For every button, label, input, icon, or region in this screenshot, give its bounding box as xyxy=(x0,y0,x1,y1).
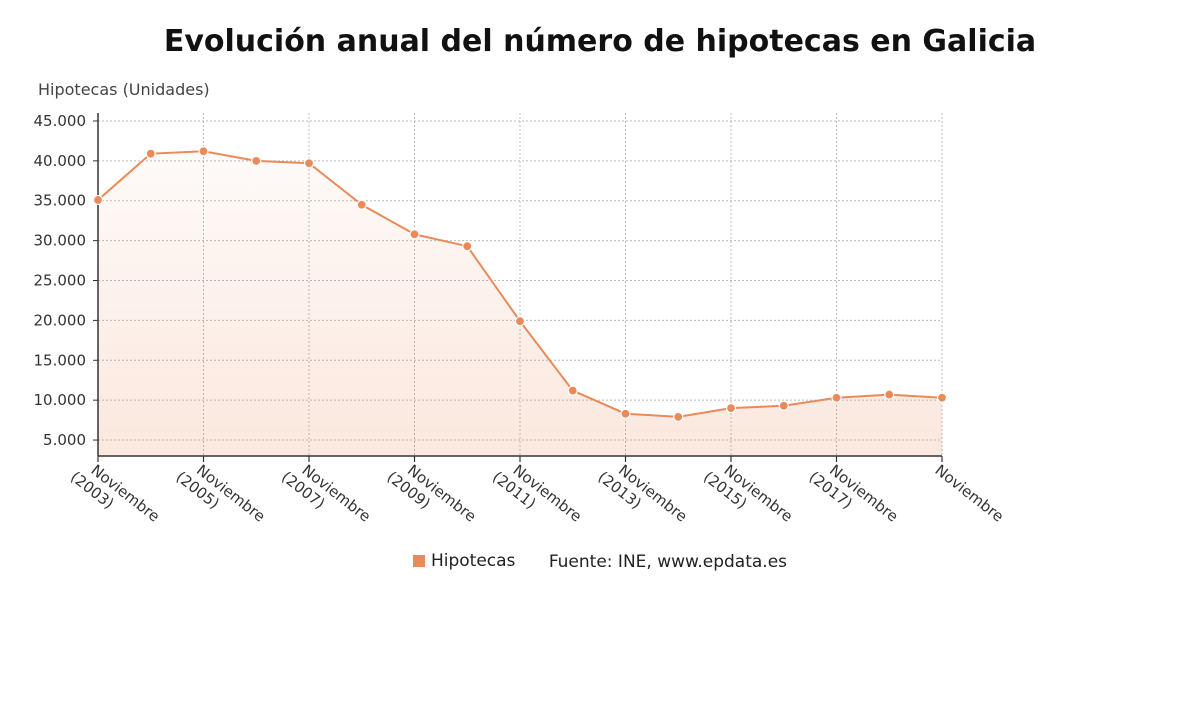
data-point[interactable] xyxy=(251,155,262,166)
data-point[interactable] xyxy=(303,158,315,169)
x-tick-label: Noviembre(2003) xyxy=(67,454,163,540)
y-tick-label: 30.000 xyxy=(34,232,87,250)
y-tick-label: 5.000 xyxy=(43,431,86,449)
data-point[interactable] xyxy=(409,229,420,240)
legend-swatch xyxy=(412,555,425,567)
x-tick-label: Noviembre(2009) xyxy=(383,454,479,540)
data-point[interactable] xyxy=(725,403,737,414)
data-point[interactable] xyxy=(936,392,948,403)
data-point[interactable] xyxy=(514,316,526,327)
x-tick-label: Noviembre(2011) xyxy=(489,454,585,540)
x-tick-label: Noviembre(2017) xyxy=(805,454,901,540)
data-point[interactable] xyxy=(620,408,631,419)
y-tick-label: 40.000 xyxy=(34,152,87,170)
y-tick-label: 35.000 xyxy=(34,192,87,210)
x-tick-label: Noviembre(2015) xyxy=(700,454,796,540)
data-point[interactable] xyxy=(884,389,895,400)
y-tick-label: 15.000 xyxy=(34,351,87,369)
source-text: Fuente: INE, www.epdata.es xyxy=(548,552,788,572)
x-tick-labels: Noviembre(2003) Noviembre(2005) Noviembre(… xyxy=(67,454,1008,540)
data-point[interactable] xyxy=(356,199,367,210)
y-axis-label: Hipotecas (Unidades) xyxy=(38,80,210,99)
series-points xyxy=(92,146,948,423)
legend-series-label: Hipotecas xyxy=(430,551,516,571)
chart-area: 5.000 10.000 15.000 20.000 25.000 30.000 35.00… xyxy=(34,112,1008,540)
series-area xyxy=(98,151,942,456)
chart-title: Evolución anual del número de hipotecas … xyxy=(163,24,1037,59)
data-point[interactable] xyxy=(92,194,104,206)
x-tick-label: Noviembre(2013) xyxy=(594,454,690,540)
data-point[interactable] xyxy=(673,411,684,423)
y-tick-label: 45.000 xyxy=(34,112,87,130)
x-tick-label: Noviembre(2005) xyxy=(172,454,268,540)
data-point[interactable] xyxy=(831,392,842,403)
series-area-fill xyxy=(98,151,942,456)
y-tick-label: 20.000 xyxy=(34,311,87,329)
x-tick-label: Noviembre xyxy=(932,461,1008,526)
y-tick-labels: 5.000 10.000 15.000 20.000 25.000 30.000 35.00… xyxy=(34,112,87,449)
data-point[interactable] xyxy=(462,241,473,252)
data-point[interactable] xyxy=(567,385,578,396)
data-point[interactable] xyxy=(778,400,789,411)
source-note: Fuente: INE, www.epdata.es xyxy=(549,552,787,572)
data-point[interactable] xyxy=(145,148,156,159)
y-tick-label: 25.000 xyxy=(34,272,87,290)
y-tick-label: 10.000 xyxy=(34,391,87,409)
data-point[interactable] xyxy=(198,146,209,157)
x-tick-label: Noviembre(2007) xyxy=(278,454,374,540)
legend: Hipotecas Fuente: INE, www.epdata.es xyxy=(0,551,1200,572)
legend-item-hipotecas[interactable]: Hipotecas xyxy=(412,551,516,571)
